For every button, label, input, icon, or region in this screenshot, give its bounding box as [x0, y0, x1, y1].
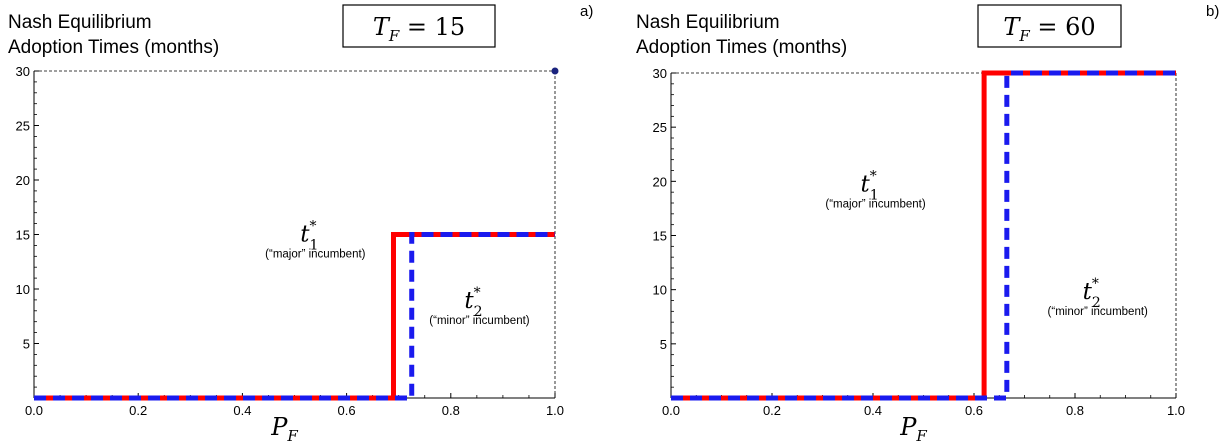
- x-tick-label: 1.0: [546, 403, 564, 418]
- x-tick-label: 0.4: [864, 403, 882, 418]
- y-tick-label: 30: [653, 66, 667, 81]
- annotation-var: t: [464, 288, 474, 314]
- annotation-sub: 2: [1092, 295, 1101, 311]
- parameter-label: TF = 15: [373, 13, 465, 45]
- y-tick-label: 5: [23, 337, 30, 352]
- chart-panel-2: Nash Equilibrium Adoption Times (months) T…: [636, 3, 1219, 445]
- annotation-symbol-1: t* 1: [300, 218, 318, 253]
- chart-title: Nash Equilibrium Adoption Times (months): [8, 12, 219, 58]
- y-tick-label: 30: [16, 64, 30, 79]
- chart-title-line: Nash Equilibrium: [636, 12, 780, 33]
- annotation-var: t: [860, 172, 870, 198]
- annotation-sub: 2: [474, 304, 483, 320]
- y-tick-label: 5: [660, 337, 667, 352]
- y-tick-label: 20: [653, 174, 667, 189]
- y-tick-label: 25: [16, 119, 30, 134]
- parameter-var: T: [1003, 13, 1021, 41]
- chart-title-line: Adoption Times (months): [8, 37, 219, 58]
- x-axis-label-sub: F: [286, 427, 298, 445]
- annotation-caption-2: (“minor” incumbent): [1048, 306, 1148, 318]
- data-point: [551, 67, 559, 75]
- panel-label: b): [1206, 3, 1219, 20]
- parameter-sub: F: [1018, 27, 1030, 45]
- x-tick-label: 0.8: [442, 403, 460, 418]
- y-tick-label: 10: [16, 282, 30, 297]
- annotation-sup: *: [1092, 276, 1099, 292]
- annotation-var: t: [300, 221, 310, 247]
- annotation-sup: *: [310, 218, 317, 234]
- annotation-symbol-2: t* 2: [1083, 276, 1101, 311]
- chart-panel-1: Nash Equilibrium Adoption Times (months) T…: [8, 3, 593, 445]
- annotation-sub: 1: [870, 188, 879, 204]
- x-tick-label: 0.2: [763, 403, 781, 418]
- annotation-sup: *: [474, 285, 481, 301]
- annotation-symbol-2: t* 2: [464, 285, 482, 320]
- parameter-value: = 15: [399, 13, 465, 41]
- parameter-box: [342, 4, 496, 48]
- chart-title-line: Nash Equilibrium: [8, 12, 152, 33]
- annotation-sub: 1: [310, 237, 319, 253]
- chart-title-line: Adoption Times (months): [636, 37, 847, 58]
- x-tick-label: 0.8: [1066, 403, 1084, 418]
- y-tick-label: 15: [16, 228, 30, 243]
- x-tick-label: 0.0: [662, 403, 680, 418]
- y-tick-label: 10: [653, 283, 667, 298]
- y-tick-label: 15: [653, 229, 667, 244]
- parameter-box: [977, 4, 1122, 48]
- chart-title: Nash Equilibrium Adoption Times (months): [636, 12, 847, 58]
- series-line-2: [671, 70, 1176, 401]
- x-tick-label: 1.0: [1167, 403, 1185, 418]
- annotation-var: t: [1083, 279, 1093, 305]
- annotation-symbol-1: t* 1: [860, 169, 878, 204]
- x-tick-label: 0.6: [965, 403, 983, 418]
- series-line-2: [34, 232, 555, 401]
- x-axis-label-sub: F: [915, 427, 927, 445]
- x-tick-label: 0.0: [25, 403, 43, 418]
- annotation-caption-1: (“major” incumbent): [825, 199, 925, 211]
- parameter-value: = 60: [1030, 13, 1096, 41]
- x-axis-label-var: P: [270, 413, 288, 441]
- x-tick-label: 0.6: [338, 403, 356, 418]
- annotation-caption-2: (“minor” incumbent): [429, 315, 529, 327]
- series-line-1: [671, 70, 1176, 401]
- parameter-var: T: [373, 13, 391, 41]
- parameter-label: TF = 60: [1003, 13, 1095, 45]
- x-tick-label: 0.4: [233, 403, 251, 418]
- x-tick-label: 0.2: [129, 403, 147, 418]
- x-axis-label: PF: [899, 413, 927, 445]
- x-axis-label: PF: [270, 413, 298, 445]
- y-tick-label: 20: [16, 173, 30, 188]
- annotation-caption-1: (“major” incumbent): [265, 248, 365, 260]
- annotation-sup: *: [870, 169, 877, 185]
- panel-label: a): [580, 3, 593, 20]
- y-tick-label: 25: [653, 120, 667, 135]
- parameter-sub: F: [388, 27, 400, 45]
- x-axis-label-var: P: [899, 413, 917, 441]
